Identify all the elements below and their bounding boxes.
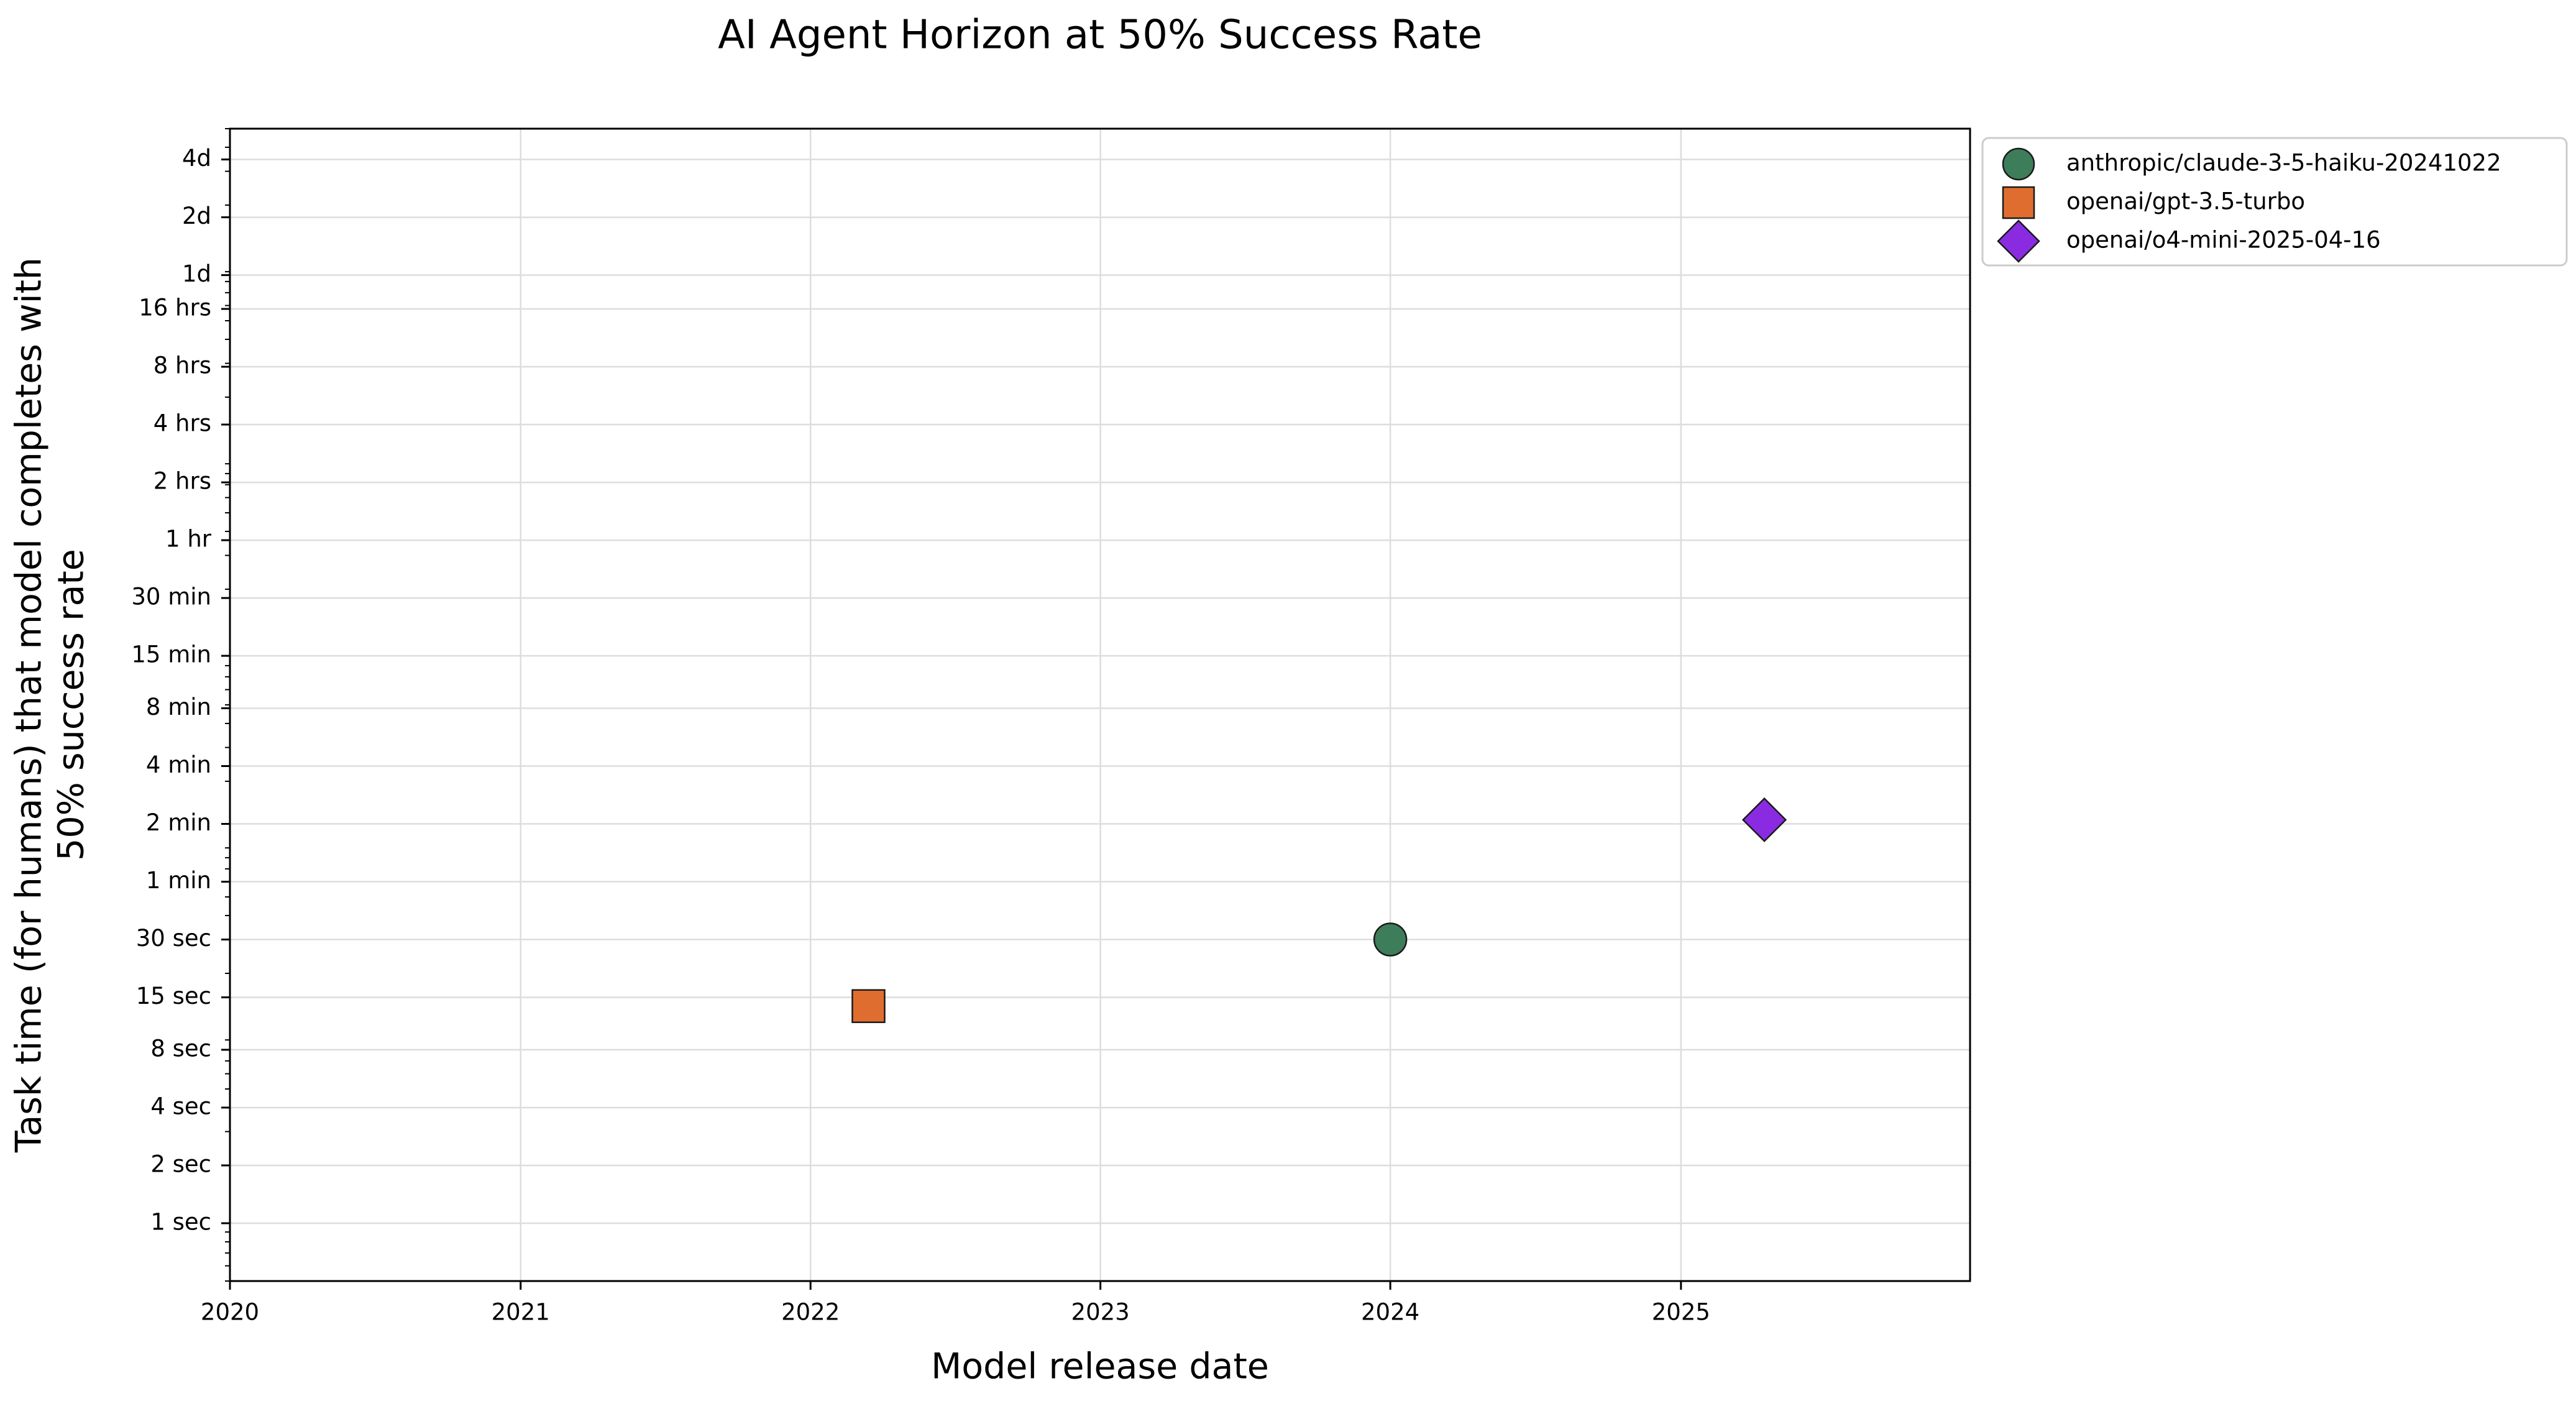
- y-tick-label: 1 min: [146, 867, 211, 894]
- legend-label: anthropic/claude-3-5-haiku-20241022: [2066, 150, 2501, 177]
- legend-marker-square: [2002, 186, 2035, 219]
- y-tick-label: 2 hrs: [154, 468, 211, 495]
- legend-label: openai/gpt-3.5-turbo: [2066, 188, 2305, 215]
- chart-title: AI Agent Horizon at 50% Success Rate: [718, 12, 1482, 58]
- y-tick-label: 2d: [182, 203, 211, 229]
- y-tick-label: 2 min: [146, 809, 211, 836]
- legend-marker-diamond: [1997, 219, 2040, 263]
- y-axis-label-line-2: 50% success rate: [51, 549, 92, 861]
- axis-ticks: 2020 2021 2022 2023 2024 2025 1 sec 2 sec 4 sec 8…: [131, 145, 1710, 1325]
- x-tick-label: 2024: [1361, 1299, 1419, 1326]
- y-axis-label-line-1: Task time (for humans) that model comple…: [9, 257, 50, 1153]
- data-point-square: [851, 989, 886, 1023]
- legend-items: anthropic/claude-3-5-haiku-20241022 opena…: [1997, 147, 2501, 263]
- y-tick-label: 15 sec: [136, 983, 211, 1009]
- data-point-diamond: [1741, 797, 1787, 843]
- y-tick-label: 1d: [182, 260, 211, 287]
- y-axis-label: Task time (for humans) that model comple…: [9, 257, 92, 1153]
- x-tick-label: 2022: [781, 1299, 840, 1326]
- y-tick-label: 4 sec: [150, 1093, 211, 1119]
- x-tick-label: 2023: [1071, 1299, 1130, 1326]
- y-tick-label: 8 sec: [150, 1035, 211, 1062]
- legend-marker-circle: [2002, 147, 2035, 181]
- y-tick-label: 1 hr: [165, 526, 212, 553]
- y-tick-label: 2 sec: [150, 1151, 211, 1177]
- plot-frame: [229, 127, 1971, 1282]
- y-tick-label: 4 hrs: [154, 410, 211, 437]
- x-tick-label: 2020: [201, 1299, 259, 1326]
- y-tick-label: 15 min: [131, 641, 211, 668]
- x-tick-label: 2025: [1652, 1299, 1710, 1326]
- x-axis-label: Model release date: [931, 1346, 1269, 1387]
- y-tick-label: 30 min: [131, 584, 211, 610]
- y-tick-label: 4d: [182, 145, 211, 172]
- y-tick-label: 30 sec: [136, 925, 211, 952]
- legend-box: [1981, 137, 2568, 267]
- y-tick-label: 8 min: [146, 694, 211, 720]
- legend: anthropic/claude-3-5-haiku-20241022 opena…: [1981, 137, 2568, 267]
- x-tick-label: 2021: [492, 1299, 550, 1326]
- grid: [229, 129, 1970, 1281]
- y-tick-label: 8 hrs: [154, 352, 211, 379]
- y-tick-label: 4 min: [146, 751, 211, 778]
- legend-label: openai/o4-mini-2025-04-16: [2066, 227, 2381, 254]
- y-tick-label: 16 hrs: [139, 295, 211, 321]
- data-point-circle: [1373, 922, 1408, 957]
- data-points: [851, 797, 1787, 1023]
- y-tick-label: 1 sec: [150, 1208, 211, 1235]
